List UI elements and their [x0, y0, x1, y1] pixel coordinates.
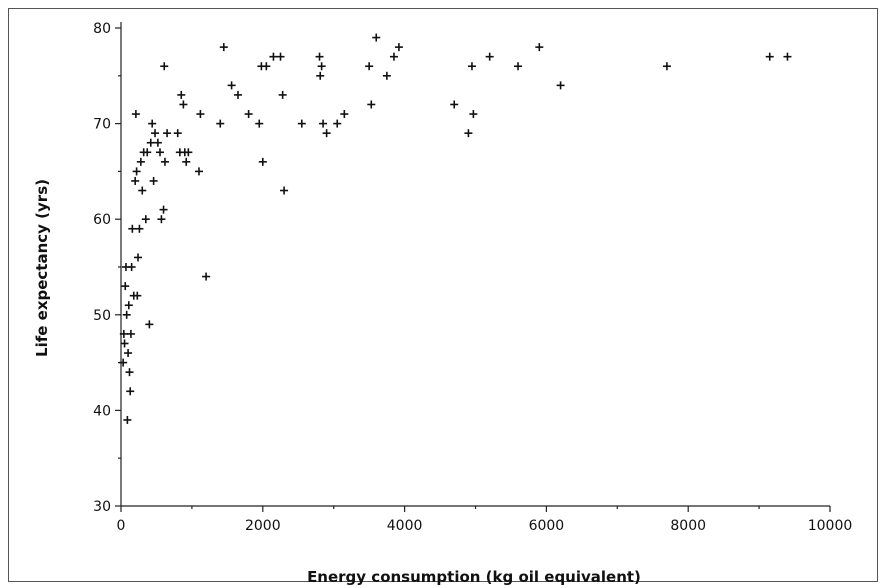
data-point	[173, 129, 182, 138]
x-tick-label: 2000	[245, 518, 281, 534]
data-point	[184, 148, 193, 157]
data-point	[316, 71, 325, 80]
data-point	[134, 253, 143, 262]
data-points	[119, 33, 792, 424]
y-tick-label: 80	[93, 21, 111, 37]
y-tick-label: 60	[93, 212, 111, 228]
x-tick-label: 6000	[529, 518, 565, 534]
axes: 30 40 50 60 70 80 0 2000 4000 6000 8000 10000	[93, 21, 852, 534]
data-point	[163, 129, 172, 138]
x-tick-label: 10000	[808, 518, 853, 534]
chart-frame	[8, 8, 878, 582]
data-point	[535, 43, 544, 52]
data-point	[179, 100, 188, 109]
data-point	[196, 110, 205, 119]
data-point	[485, 52, 494, 61]
data-point	[133, 291, 142, 300]
data-point	[143, 148, 152, 157]
data-point	[450, 100, 459, 109]
x-tick-label: 4000	[387, 518, 423, 534]
data-point	[662, 62, 671, 71]
data-point	[514, 62, 523, 71]
data-point	[131, 176, 140, 185]
data-point	[131, 110, 140, 119]
data-point	[233, 90, 242, 99]
x-tick-label: 0	[117, 518, 126, 534]
y-tick-label: 40	[93, 403, 111, 419]
data-point	[258, 157, 267, 166]
data-point	[127, 263, 136, 271]
data-point	[120, 339, 129, 348]
data-point	[262, 62, 271, 71]
data-point	[469, 110, 478, 119]
data-point	[216, 119, 225, 128]
data-point	[122, 310, 131, 319]
data-point	[146, 138, 155, 147]
data-point	[126, 387, 135, 396]
y-axis-title: Life expectancy (yrs)	[33, 179, 51, 357]
data-point	[138, 186, 147, 195]
x-tick-label: 8000	[670, 518, 706, 534]
data-point	[148, 119, 157, 128]
data-point	[121, 282, 130, 291]
data-point	[556, 81, 565, 90]
data-point	[155, 148, 164, 157]
data-point	[340, 110, 349, 119]
data-point	[467, 62, 476, 71]
data-point	[382, 71, 391, 80]
data-point	[141, 215, 150, 224]
data-point	[123, 415, 132, 424]
data-point	[365, 62, 374, 71]
data-point	[315, 52, 324, 61]
data-point	[269, 52, 278, 61]
data-point	[124, 301, 133, 310]
data-point	[182, 157, 191, 166]
y-tick-label: 50	[93, 308, 111, 324]
data-point	[464, 129, 473, 138]
data-point	[372, 33, 381, 42]
data-point	[160, 62, 169, 71]
data-point	[145, 320, 154, 329]
data-point	[227, 81, 236, 90]
data-point	[202, 272, 211, 281]
data-point	[151, 129, 160, 138]
data-point	[367, 100, 376, 109]
data-point	[160, 157, 169, 166]
data-point	[136, 157, 145, 166]
data-point	[128, 224, 137, 233]
data-point	[125, 368, 134, 377]
data-point	[783, 52, 792, 61]
y-tick-label: 70	[93, 117, 111, 133]
data-point	[119, 358, 128, 367]
data-point	[297, 119, 306, 128]
data-point	[159, 205, 168, 214]
x-axis-title: Energy consumption (kg oil equivalent)	[307, 568, 641, 586]
data-point	[394, 43, 403, 52]
data-point	[244, 110, 253, 119]
data-point	[135, 224, 144, 233]
data-point	[157, 215, 166, 224]
data-point	[319, 119, 328, 128]
data-point	[132, 167, 141, 176]
data-point	[255, 119, 264, 128]
y-tick-label: 30	[93, 499, 111, 515]
data-point	[317, 62, 326, 71]
data-point	[153, 138, 162, 147]
data-point	[765, 52, 774, 61]
data-point	[219, 43, 228, 52]
data-point	[177, 90, 186, 99]
data-point	[322, 129, 331, 138]
data-point	[126, 329, 135, 338]
data-point	[124, 349, 133, 358]
data-point	[278, 90, 287, 99]
data-point	[194, 167, 203, 176]
data-point	[149, 176, 158, 185]
data-point	[333, 119, 342, 128]
data-point	[389, 52, 398, 61]
data-point	[119, 329, 128, 338]
data-point	[276, 52, 285, 61]
data-point	[280, 186, 289, 195]
